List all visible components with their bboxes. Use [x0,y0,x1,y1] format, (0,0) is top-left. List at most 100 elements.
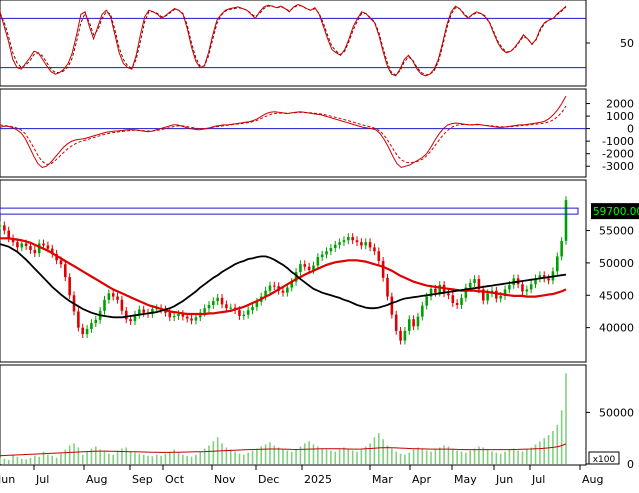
x-tick-label: Aug [86,473,107,486]
candle-body [129,319,132,322]
candle-body [151,308,154,315]
macd-y-tick-label: -1000 [602,135,634,148]
candle-body [225,304,228,309]
candle-body [538,275,542,279]
macd-layer [0,95,586,169]
candle-body [425,296,428,306]
candle-body [168,312,172,318]
candle-body [177,314,180,316]
axis-layer: 50200010000-1000-2000-300040000450005000… [0,37,639,486]
candle-body [399,330,402,341]
price-y-tick-label: 45000 [599,289,634,302]
candle-body [116,296,119,300]
price-y-tick-label: 50000 [599,257,634,270]
candle-body [495,290,498,299]
candle-body [560,240,563,257]
candle-body [3,225,6,231]
candle-body [547,278,550,281]
candle-body [316,257,320,266]
candle-body [564,200,568,241]
candle-body [255,301,259,307]
candle-body [294,271,298,282]
x-tick-label: Apr [412,473,432,486]
volume-unit-box [588,451,620,465]
x-tick-label: Aug [582,473,603,486]
price-y-tick-label: 55000 [599,225,634,238]
candle-body [281,290,285,293]
candle-body [555,256,559,272]
candle-body [229,307,233,309]
candle-body [403,330,407,341]
moving-average-slow [0,237,567,316]
candle-body [381,260,385,278]
stochastic-k-line [0,3,567,77]
candle-body [468,282,472,288]
candle-body [264,290,267,297]
volume-y-tick-label: 0 [627,458,634,471]
candle-body [364,242,368,246]
candle-body [77,311,80,328]
candle-body [142,309,145,313]
candle-body [190,318,193,321]
candle-body [203,308,206,313]
candle-body [55,253,58,261]
candle-body [33,249,37,254]
candle-body [138,309,141,315]
candle-body [412,319,415,327]
last-price-label: 59700.00 [593,206,639,218]
candle-body [81,327,85,335]
candle-body [251,306,254,311]
candle-body [473,279,476,283]
macd-y-tick-label: 1000 [606,110,634,123]
candle-body [351,237,354,241]
candle-body [194,317,198,321]
candle-body [299,264,302,272]
candle-body [46,245,50,249]
candle-body [85,328,89,335]
candle-body [342,240,346,243]
candle-body [212,301,215,305]
candle-body [124,310,128,320]
candle-body [207,304,211,309]
candle-body [421,305,424,317]
candle-body [338,242,341,245]
candle-body [407,319,411,331]
candle-body [94,319,98,324]
x-tick-label: Jun [495,473,513,486]
candle-body [133,314,137,322]
candle-body [368,242,372,248]
x-tick-label: Nov [214,473,236,486]
x-tick-label: May [454,473,477,486]
candle-body [355,240,359,243]
macd-signal-line [0,105,567,165]
candle-body [268,285,272,291]
candle-body [499,295,502,299]
candle-body [24,243,28,247]
candle-body [455,303,459,305]
x-tick-label: Jul [35,473,49,486]
candle-body [529,284,533,290]
stochastic-layer [0,3,586,77]
candle-body [325,251,328,255]
candle-body [508,284,511,290]
volume-unit-label: x100 [593,455,616,465]
stochastic-y-tick-label: 50 [620,37,634,50]
x-tick-label: Mar [372,473,393,486]
volume-y-tick-label: 50000 [599,406,634,419]
candle-body [390,296,394,315]
candle-body [347,237,350,241]
candle-body [503,289,507,296]
candle-body [373,247,376,252]
last-price-band [0,207,579,215]
volume-moving-average [0,443,567,457]
volume-layer [0,373,567,464]
panel-frames [0,0,587,466]
candle-body [477,279,481,290]
last-price-box [591,203,639,220]
price-y-tick-label: 40000 [599,322,634,335]
candle-body [434,288,437,293]
candle-body [0,225,2,227]
candle-body [11,238,15,243]
x-tick-label: Jun [0,473,15,486]
